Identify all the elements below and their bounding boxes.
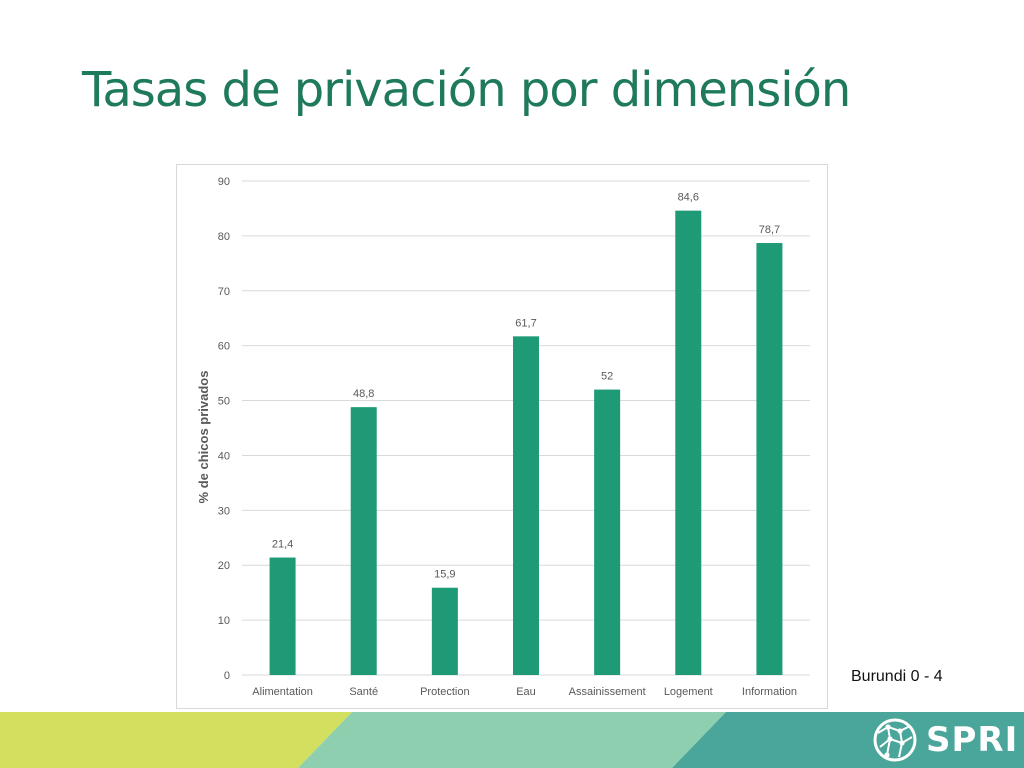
x-tick-label: Eau	[516, 686, 536, 698]
footer-band	[0, 712, 1024, 768]
spri-logo: SPRI	[872, 716, 1018, 764]
y-tick-label: 70	[218, 286, 230, 298]
y-axis-label: % de chicos privados	[196, 371, 211, 504]
bars	[269, 210, 783, 675]
x-tick-label: Santé	[349, 686, 378, 698]
globe-network-icon	[873, 718, 917, 762]
chart-area: 0 10 20 30 40 50 60 70 80 90 21,4 48,8 15,9 61,7 52 84…	[176, 164, 828, 709]
bar-logement	[675, 210, 702, 675]
slide-title: Tasas de privación por dimensión	[82, 62, 851, 118]
x-tick-label: Assainissement	[569, 686, 646, 698]
y-tick-label: 60	[218, 341, 230, 353]
x-tick-label: Alimentation	[252, 686, 313, 698]
y-tick-label: 90	[218, 176, 230, 188]
y-tick-label: 50	[218, 396, 230, 408]
footer-mint-band	[298, 712, 726, 768]
y-tick-label: 30	[218, 505, 230, 517]
data-label: 52	[601, 371, 613, 383]
x-axis-ticks: Alimentation Santé Protection Eau Assainisse…	[252, 686, 797, 698]
y-tick-label: 80	[218, 231, 230, 243]
data-label: 15,9	[434, 569, 455, 581]
data-label: 61,7	[515, 317, 536, 329]
brand-name: SPRI	[926, 720, 1019, 760]
data-labels: 21,4 48,8 15,9 61,7 52 84,6 78,7	[272, 192, 780, 581]
footer-teal-band	[672, 712, 1024, 768]
x-tick-label: Protection	[420, 686, 470, 698]
x-tick-label: Information	[742, 686, 797, 698]
data-label: 48,8	[353, 388, 374, 400]
data-label: 78,7	[759, 224, 780, 236]
slide-subtitle: Burundi 0 - 4	[851, 668, 943, 685]
x-tick-label: Logement	[664, 686, 713, 698]
y-tick-label: 10	[218, 615, 230, 627]
bar-eau	[513, 336, 539, 675]
data-label: 21,4	[272, 539, 293, 551]
bar-protection	[431, 587, 458, 675]
y-tick-label: 40	[218, 450, 230, 462]
bar-alimentation	[269, 557, 296, 675]
bar-santé	[350, 407, 377, 675]
footer-yellow-band	[0, 712, 352, 768]
y-tick-label: 0	[224, 670, 230, 682]
bar-assainissement	[594, 389, 621, 675]
bar-information	[756, 243, 783, 675]
bar-chart: 0 10 20 30 40 50 60 70 80 90 21,4 48,8 15,9 61,7 52 84…	[196, 176, 810, 698]
y-tick-label: 20	[218, 560, 230, 572]
data-label: 84,6	[678, 192, 699, 204]
y-axis-ticks: 0 10 20 30 40 50 60 70 80 90	[218, 176, 230, 682]
